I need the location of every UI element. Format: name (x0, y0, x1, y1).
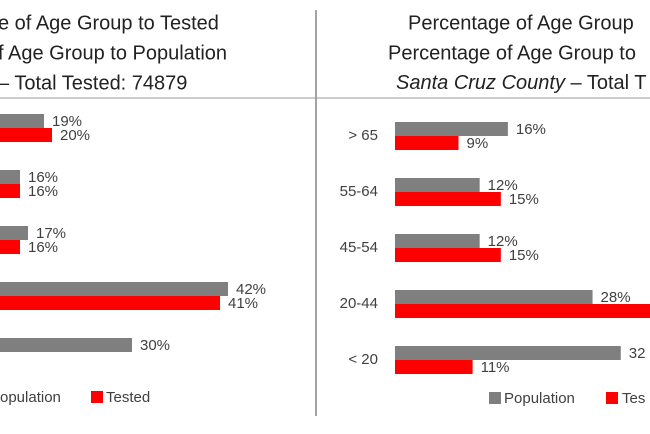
bar (395, 192, 501, 206)
bar (395, 136, 459, 150)
title-rest: – Total T (565, 72, 647, 94)
chart-title: Percentage of Age Group (408, 12, 634, 34)
bar (395, 248, 501, 262)
chart-title: Santa Cruz County – Total T (396, 72, 647, 94)
value-label: 16% (28, 239, 58, 256)
bar (0, 226, 28, 240)
value-label: 12% (488, 177, 518, 194)
value-label: 30% (140, 337, 170, 354)
legend-swatch (91, 391, 103, 403)
bar (0, 296, 220, 310)
bar (0, 338, 132, 352)
bar (395, 178, 480, 192)
bar (395, 234, 480, 248)
value-label: 42% (236, 281, 266, 298)
value-label: 11% (481, 359, 510, 376)
value-label: 12% (488, 233, 518, 250)
value-label: 28% (601, 289, 631, 306)
value-label: 16% (28, 169, 58, 186)
chart-title: – Total Tested: 74879 (0, 72, 187, 94)
value-label: 32 (629, 345, 646, 362)
bar (0, 128, 52, 142)
value-label: 19% (52, 113, 82, 130)
value-label: 9% (467, 135, 489, 152)
category-label: 55-64 (340, 183, 378, 200)
value-label: 20% (60, 127, 90, 144)
bar (0, 282, 228, 296)
bar (395, 122, 508, 136)
bar (0, 184, 20, 198)
title-italic: Santa Cruz County (396, 72, 566, 94)
bar (395, 304, 650, 318)
legend-label: Population (504, 390, 575, 407)
value-label: 17% (36, 225, 66, 242)
legend-label: Tes (622, 390, 645, 407)
category-label: > 65 (348, 127, 378, 144)
bar (0, 114, 44, 128)
legend-swatch (489, 392, 501, 404)
bar (0, 170, 20, 184)
category-label: 20-44 (340, 295, 378, 312)
category-label: < 20 (348, 351, 378, 368)
value-label: 16% (516, 121, 546, 138)
chart-title: Percentage of Age Group to (388, 42, 636, 64)
chart-title: f Age Group to Population (0, 42, 227, 64)
bar (395, 360, 473, 374)
value-label: 15% (509, 191, 539, 208)
bar (395, 346, 621, 360)
legend-swatch (606, 392, 618, 404)
category-label: 45-54 (340, 239, 378, 256)
legend-label: Tested (106, 389, 150, 406)
bar (0, 240, 20, 254)
chart-title: e of Age Group to Tested (0, 12, 219, 34)
value-label: 15% (509, 247, 539, 264)
legend-label: opulation (0, 389, 61, 406)
value-label: 16% (28, 183, 58, 200)
bar (395, 290, 593, 304)
value-label: 41% (228, 295, 258, 312)
